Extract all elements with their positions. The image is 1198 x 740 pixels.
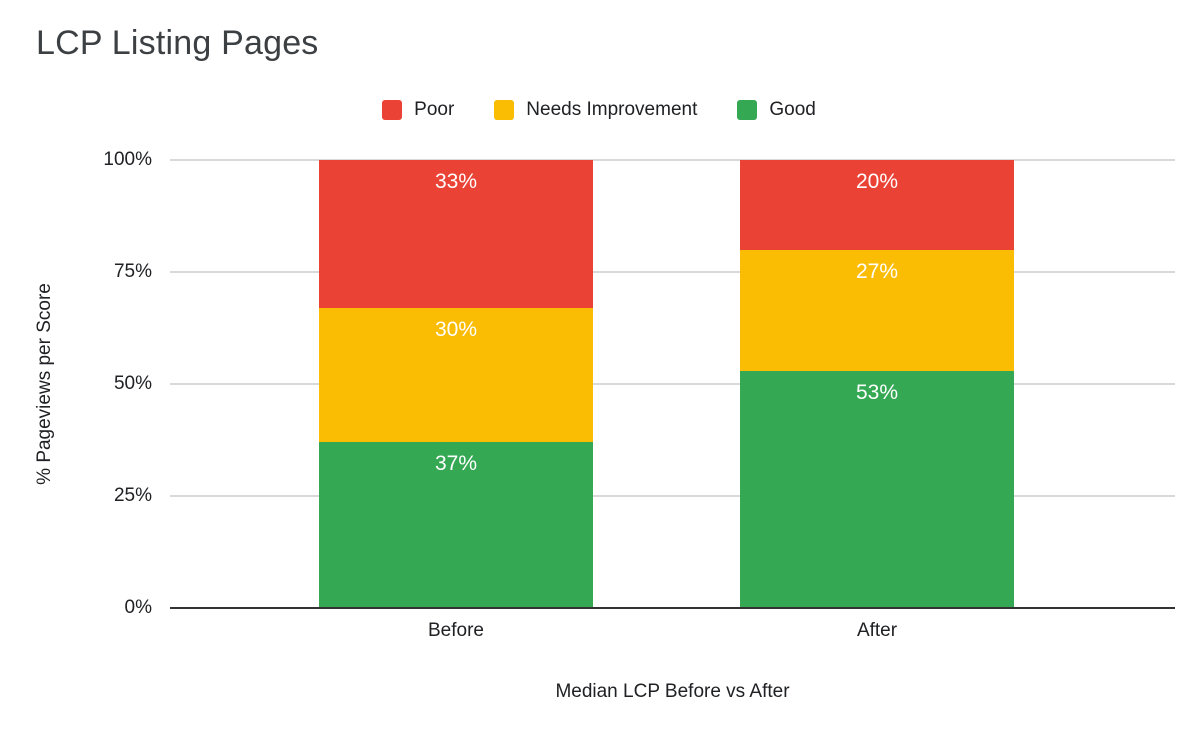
gridline-100 bbox=[170, 159, 1175, 161]
segment-value-label: 20% bbox=[855, 170, 899, 193]
segment-before-needs-improvement: 30% bbox=[319, 307, 593, 443]
gridline-25 bbox=[170, 495, 1175, 497]
legend-item-good: Good bbox=[737, 99, 816, 121]
legend-swatch-good bbox=[737, 100, 758, 120]
y-tick-50: 50% bbox=[113, 373, 152, 394]
legend-swatch-needs-improvement bbox=[494, 100, 515, 120]
gridline-75 bbox=[170, 271, 1175, 273]
legend-item-poor: Poor bbox=[382, 99, 454, 121]
segment-after-good: 53% bbox=[740, 370, 1014, 608]
segment-value-label: 53% bbox=[855, 380, 899, 404]
segment-after-needs-improvement: 27% bbox=[740, 249, 1014, 371]
segment-value-label: 37% bbox=[434, 452, 478, 476]
y-tick-25: 25% bbox=[113, 485, 152, 506]
segment-value-label: 27% bbox=[855, 259, 899, 283]
bar-after: 20% 27% 53% bbox=[740, 160, 1014, 608]
segment-value-label: 30% bbox=[434, 317, 478, 341]
x-axis-title: Median LCP Before vs After bbox=[555, 681, 790, 702]
segment-value-label: 33% bbox=[434, 170, 478, 193]
gridline-50 bbox=[170, 383, 1175, 385]
legend: Poor Needs Improvement Good bbox=[0, 99, 1198, 121]
x-axis-line bbox=[170, 607, 1175, 609]
x-tick-before: Before bbox=[428, 620, 484, 641]
y-tick-75: 75% bbox=[113, 261, 152, 282]
legend-item-needs-improvement: Needs Improvement bbox=[494, 99, 697, 121]
chart-title: LCP Listing Pages bbox=[36, 24, 319, 62]
legend-label: Needs Improvement bbox=[526, 99, 698, 120]
legend-label: Good bbox=[769, 99, 816, 120]
legend-label: Poor bbox=[414, 99, 455, 120]
x-tick-after: After bbox=[856, 620, 898, 641]
segment-after-poor: 20% bbox=[740, 160, 1014, 250]
segment-before-poor: 33% bbox=[319, 160, 593, 308]
y-tick-100: 100% bbox=[103, 149, 152, 170]
y-tick-0: 0% bbox=[124, 597, 152, 618]
bar-before: 33% 30% 37% bbox=[319, 160, 593, 608]
segment-before-good: 37% bbox=[319, 442, 593, 608]
legend-swatch-poor bbox=[382, 100, 403, 120]
